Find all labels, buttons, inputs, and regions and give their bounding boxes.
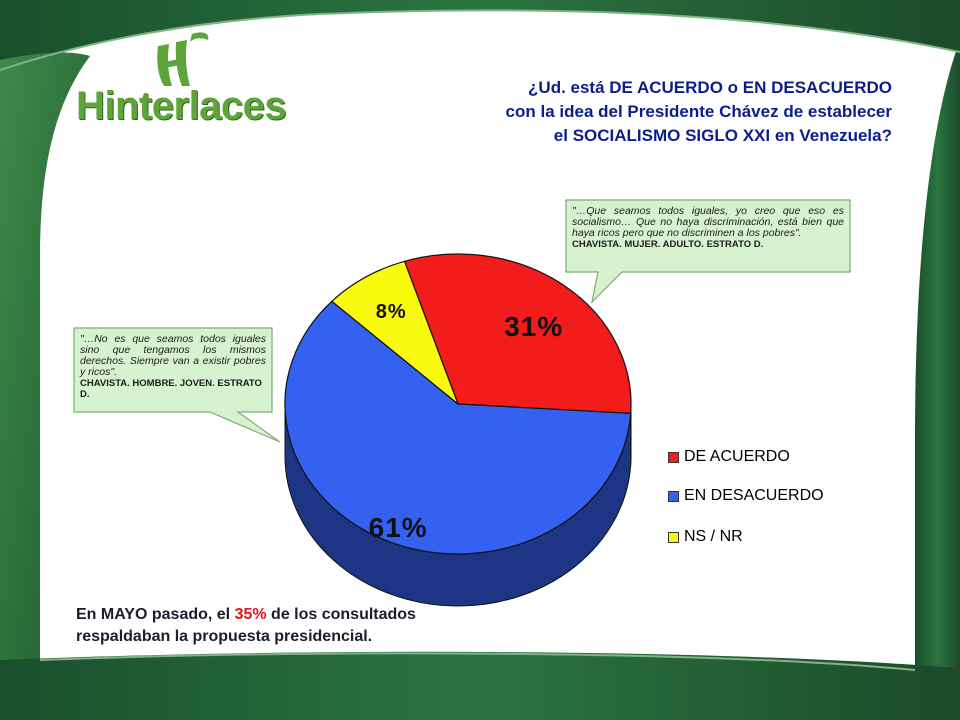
footer-highlight: 35%: [234, 606, 267, 623]
footer-text-end: de los consultados: [266, 606, 416, 623]
pie-label-de-acuerdo: 31%: [504, 311, 563, 342]
quote-2-text: "…No es que seamos todos iguales sino qu…: [80, 333, 266, 378]
quote-bubble-2: "…No es que seamos todos iguales sino qu…: [80, 333, 266, 401]
legend-label-en-desacuerdo: EN DESACUERDO: [684, 487, 824, 504]
footer-text-start: En MAYO pasado, el: [76, 606, 235, 623]
pie-slice-de-acuerdo: [403, 253, 632, 415]
legend-swatch-ns-nr: [668, 531, 679, 543]
question-line-3: el SOCIALISMO SIGLO XXI en Venezuela?: [553, 126, 892, 145]
logo-icon: [157, 32, 209, 86]
question-line-2: con la idea del Presidente Chávez de est…: [505, 102, 892, 121]
legend-swatch-de-acuerdo: [668, 451, 679, 463]
footer-note: En MAYO pasado, el 35% de los consultado…: [76, 604, 496, 648]
legend-item-en-desacuerdo: EN DESACUERDO: [668, 486, 824, 506]
legend-label-de-acuerdo: DE ACUERDO: [684, 448, 790, 465]
pie-label-en-desacuerdo: 61%: [369, 512, 428, 543]
legend-item-de-acuerdo: DE ACUERDO: [668, 447, 790, 467]
legend-item-ns-nr: NS / NR: [668, 527, 743, 547]
survey-question: ¿Ud. está DE ACUERDO o EN DESACUERDO con…: [292, 76, 892, 148]
brand-wordmark: Hinterlaces: [76, 84, 287, 128]
quote-2-source: CHAVISTA. HOMBRE. JOVEN. ESTRATO D.: [80, 378, 262, 400]
footer-line-2: respaldaban la propuesta presidencial.: [76, 628, 373, 645]
pie-slice-en-desacuerdo: [284, 300, 632, 555]
pie-slice-ns-nr: [330, 260, 460, 406]
quote-1-source: CHAVISTA. MUJER. ADULTO. ESTRATO D.: [572, 239, 764, 250]
quote-bubble-1-shape: [565, 199, 851, 304]
quote-bubble-2-shape: [73, 327, 281, 443]
legend-swatch-en-desacuerdo: [668, 490, 679, 502]
quote-1-text: "…Que seamos todos iguales, yo creo que …: [572, 205, 844, 239]
question-line-1: ¿Ud. está DE ACUERDO o EN DESACUERDO: [528, 78, 892, 97]
pie-label-ns-nr: 8%: [376, 301, 407, 323]
legend-label-ns-nr: NS / NR: [684, 528, 743, 545]
quote-bubble-1: "…Que seamos todos iguales, yo creo que …: [572, 205, 844, 251]
